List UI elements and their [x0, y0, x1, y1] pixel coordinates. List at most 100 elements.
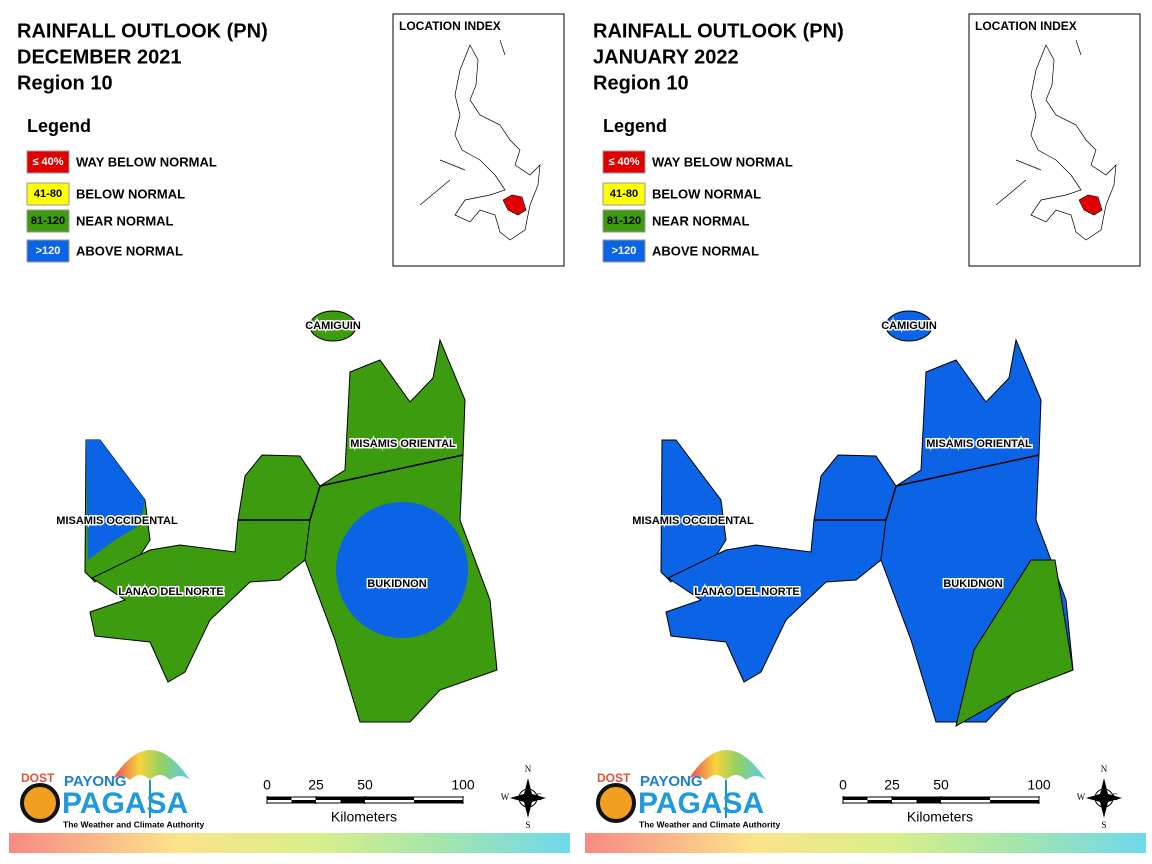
region-map [660, 310, 1074, 728]
logo-payong: PAYONG [640, 773, 703, 790]
scale-segment [990, 800, 1039, 803]
camiguin-area [309, 310, 357, 342]
legend-label: BELOW NORMAL [76, 186, 185, 201]
logo-pagasa: PAGASA [638, 787, 764, 820]
misamis-oriental-area [319, 338, 466, 487]
scale-segment [340, 797, 365, 800]
scale-tick-label: 100 [451, 777, 475, 793]
location-index-box [968, 13, 1141, 267]
scale-segment [414, 797, 463, 800]
scale-segment [892, 800, 917, 803]
scale-segment [267, 800, 292, 803]
legend-swatch-label: ≤ 40% [32, 156, 63, 168]
legend-label: WAY BELOW NORMAL [652, 154, 793, 169]
color-band [9, 833, 570, 853]
scale-tick-label: 100 [1027, 777, 1051, 793]
legend-swatch [26, 209, 70, 233]
legend-swatch [602, 150, 646, 174]
legend-label: WAY BELOW NORMAL [76, 154, 217, 169]
compass-letter: S [1101, 820, 1106, 830]
region-map [84, 310, 498, 723]
legend-swatch-label: >120 [36, 245, 61, 257]
scale-tick-label: 25 [884, 777, 900, 793]
title-line: Region 10 [17, 72, 113, 94]
compass-ring [518, 788, 538, 808]
scale-tick-label: 25 [308, 777, 324, 793]
scale-segment [365, 800, 414, 803]
title-line: Region 10 [593, 72, 689, 94]
boundary [238, 454, 464, 521]
location-index-title: LOCATION INDEX [399, 19, 501, 33]
title-line: JANUARY 2022 [593, 46, 739, 68]
legend-swatch-label: 81-120 [31, 215, 65, 227]
scale-segment [316, 800, 341, 803]
province-label: MISAMIS OCCIDENTAL [632, 515, 754, 527]
philippines-outline [419, 39, 541, 241]
scale-tick-label: 50 [357, 777, 373, 793]
province-label: CAMIGUIN [305, 320, 361, 332]
scale-tick-label: 0 [839, 777, 847, 793]
compass-letter: W [1077, 792, 1086, 802]
location-index-title: LOCATION INDEX [975, 19, 1077, 33]
compass-letter: W [501, 792, 510, 802]
color-band [585, 833, 1146, 853]
legend-swatch [602, 209, 646, 233]
scale-segment [916, 797, 941, 800]
title-line: RAINFALL OUTLOOK (PN) [593, 20, 844, 42]
legend-label: ABOVE NORMAL [652, 243, 759, 258]
province-label: BUKIDNON [943, 578, 1002, 590]
logo-tagline: The Weather and Climate Authority [63, 819, 204, 829]
province-label: LANAO DEL NORTE [694, 586, 800, 598]
camiguin-area [885, 310, 933, 342]
province-label: MISAMIS OCCIDENTAL [56, 515, 178, 527]
compass-rose [1086, 778, 1122, 818]
location-index-box [392, 13, 565, 267]
bukidnon-above [336, 502, 468, 638]
compass-letter: E [1112, 792, 1118, 802]
logo-payong: PAYONG [64, 773, 127, 790]
province-label: LANAO DEL NORTE [118, 586, 224, 598]
province-label: BUKIDNON [367, 578, 426, 590]
legend-label: ABOVE NORMAL [76, 243, 183, 258]
scale-segment [867, 800, 892, 803]
logo-dost: DOST [21, 771, 55, 785]
legend-label: NEAR NORMAL [76, 213, 174, 228]
scale-segment [916, 800, 941, 803]
logo-umbrella [688, 750, 766, 780]
legend-swatch-label: 81-120 [607, 215, 641, 227]
bukidnon-near [955, 559, 1074, 728]
legend-swatch [26, 150, 70, 174]
legend-swatch-label: 41-80 [34, 188, 62, 200]
compass-letter: E [536, 792, 542, 802]
province-label: MISAMIS ORIENTAL [350, 438, 456, 450]
scale-segment [291, 797, 316, 800]
legend-swatch-label: 41-80 [610, 188, 638, 200]
compass-letter: S [525, 820, 530, 830]
panel: RAINFALL OUTLOOK (PN) JANUARY 2022 Region … [585, 13, 1146, 853]
logo-pagasa: PAGASA [62, 787, 188, 820]
scale-segment [941, 797, 990, 800]
scale-segment [843, 797, 868, 800]
scale-frame [842, 796, 1040, 804]
scale-tick-label: 0 [263, 777, 271, 793]
scale-unit: Kilometers [907, 809, 973, 825]
province-label: CAMIGUIN [881, 320, 937, 332]
scale-segment [291, 800, 316, 803]
misamis-occidental-above [86, 440, 145, 560]
legend-swatch [602, 239, 646, 263]
misamis-oriental-area [895, 338, 1042, 487]
legend-label: NEAR NORMAL [652, 213, 750, 228]
logo-umbrella [112, 750, 190, 780]
title-line: RAINFALL OUTLOOK (PN) [17, 20, 268, 42]
title-line: DECEMBER 2021 [17, 46, 182, 68]
scale-segment [843, 800, 868, 803]
compass-rose [510, 778, 546, 818]
panel: RAINFALL OUTLOOK (PN) DECEMBER 2021 Region… [9, 13, 570, 853]
legend-label: BELOW NORMAL [652, 186, 761, 201]
legend-title: Legend [603, 116, 667, 136]
philippines-outline [995, 39, 1117, 241]
legend-title: Legend [27, 116, 91, 136]
compass-ring [1094, 788, 1114, 808]
compass-letter: N [525, 764, 532, 774]
scale-segment [316, 797, 341, 800]
